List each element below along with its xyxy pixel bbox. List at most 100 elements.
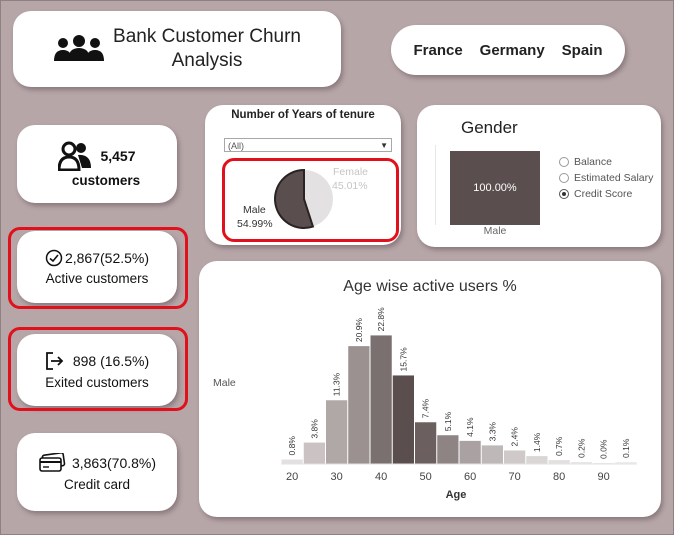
age-bar[interactable] xyxy=(437,435,459,464)
country-germany[interactable]: Germany xyxy=(479,41,545,59)
age-bar[interactable] xyxy=(548,460,570,464)
age-bar-data-label: 3.8% xyxy=(309,419,319,439)
people-group-icon xyxy=(54,35,105,61)
age-ticks: 20 30 40 50 60 70 80 90 xyxy=(286,471,610,483)
pie-slices xyxy=(274,168,333,229)
measure-radio-group: Balance Estimated Salary Credit Score xyxy=(559,154,653,202)
radio-label: Estimated Salary xyxy=(574,172,654,184)
country-filter-card: France Germany Spain xyxy=(391,25,625,75)
radio-label: Balance xyxy=(574,156,612,168)
tenure-filter-dropdown[interactable]: (All) ▼ xyxy=(224,138,392,152)
age-bar[interactable] xyxy=(526,456,548,464)
age-bar[interactable] xyxy=(615,462,637,464)
radio-estimated-salary[interactable]: Estimated Salary xyxy=(559,170,653,186)
age-bar-data-label: 11.3% xyxy=(332,372,342,396)
age-bar[interactable] xyxy=(504,450,526,464)
age-x-tick-label: 30 xyxy=(331,471,343,483)
pie-slice-female[interactable] xyxy=(304,170,333,227)
gender-card: Gender 100.00% Male Balance Estimated Sa… xyxy=(417,105,661,247)
kpi-customers-label: customers xyxy=(71,172,141,188)
age-x-tick-label: 90 xyxy=(598,471,610,483)
age-bar-data-label: 1.4% xyxy=(532,432,542,452)
kpi-credit-label: Credit card xyxy=(63,476,131,492)
age-bar[interactable] xyxy=(303,442,325,464)
tenure-filter-value: (All) xyxy=(228,141,244,151)
age-bar-data-label: 3.3% xyxy=(487,422,497,442)
age-bar[interactable] xyxy=(281,459,303,464)
radio-label: Credit Score xyxy=(574,188,633,200)
radio-credit-score[interactable]: Credit Score xyxy=(559,186,653,202)
age-bar[interactable] xyxy=(326,400,348,464)
age-bar-data-label: 2.4% xyxy=(510,427,520,447)
age-bar-data-label: 7.4% xyxy=(421,398,431,418)
age-bar[interactable] xyxy=(370,335,392,464)
age-bar[interactable] xyxy=(392,375,414,464)
pie-label-female: Female xyxy=(333,166,368,178)
pie-value-female: 45.01% xyxy=(332,180,368,192)
age-bar[interactable] xyxy=(570,462,592,464)
age-row-label: Male xyxy=(213,377,236,389)
kpi-customers-value: 5,457 xyxy=(100,147,136,164)
age-bar-data-label: 20.9% xyxy=(354,318,364,343)
radio-balance[interactable]: Balance xyxy=(559,154,653,170)
age-x-tick-label: 20 xyxy=(286,471,298,483)
age-bar-data-label: 22.8% xyxy=(376,307,386,332)
age-bar-data-label: 15.7% xyxy=(398,347,408,372)
gender-axis-label: Male xyxy=(483,225,507,237)
exit-icon xyxy=(45,351,64,370)
age-x-tick-label: 60 xyxy=(464,471,476,483)
age-x-tick-label: 50 xyxy=(420,471,432,483)
people-icon xyxy=(58,141,92,171)
age-bar[interactable] xyxy=(415,422,437,464)
pie-label-male: Male xyxy=(243,204,266,216)
age-bar-data-label: 0.8% xyxy=(287,436,297,456)
age-bar-data-label: 0.0% xyxy=(599,439,609,459)
radio-button-icon xyxy=(559,189,569,199)
radio-button-icon xyxy=(559,173,569,183)
country-spain[interactable]: Spain xyxy=(561,41,603,59)
pie-value-male: 54.99% xyxy=(237,218,273,230)
gender-axis-line xyxy=(435,145,436,225)
age-bar-data-label: 0.2% xyxy=(576,438,586,458)
age-chart-card: Age wise active users % Male 0.8% 3.8% 11.… xyxy=(199,261,661,517)
gender-tile: 100.00% xyxy=(450,151,540,225)
page-subtitle: Analysis xyxy=(171,50,243,71)
age-x-tick-label: 70 xyxy=(509,471,521,483)
age-x-axis-label: Age xyxy=(446,489,467,501)
kpi-exited-value: 898 (16.5%) xyxy=(72,352,150,369)
title-card: Bank Customer Churn Analysis xyxy=(13,11,341,87)
radio-button-icon xyxy=(559,157,569,167)
age-bar-data-label: 5.1% xyxy=(443,411,453,431)
radio-selected-dot xyxy=(562,192,566,196)
age-bar[interactable] xyxy=(348,346,370,464)
check-circle-icon xyxy=(45,249,63,266)
age-x-tick-label: 40 xyxy=(375,471,387,483)
country-france[interactable]: France xyxy=(413,41,463,59)
kpi-active-value: 2,867(52.5%) xyxy=(64,249,150,266)
kpi-active-label: Active customers xyxy=(45,270,149,286)
age-x-tick-label: 80 xyxy=(553,471,565,483)
kpi-exited-label: Exited customers xyxy=(45,374,149,390)
age-bar[interactable] xyxy=(481,445,503,464)
kpi-exited-card: 898 (16.5%) Exited customers xyxy=(17,334,177,406)
age-bars: 0.8% 3.8% 11.3% 20.9% 22.8% 15.7% 7.4% 5.1% 4.1%… xyxy=(281,307,637,464)
tenure-title: Number of Years of tenure xyxy=(231,109,375,121)
credit-card-icon xyxy=(39,452,66,472)
tenure-pie-chart: Male 54.99% Female 45.01% xyxy=(237,166,368,230)
age-bar-chart: 0.8% 3.8% 11.3% 20.9% 22.8% 15.7% 7.4% 5.1% 4.1%… xyxy=(281,307,637,501)
tenure-card: Number of Years of tenure (All) ▼ Male 5… xyxy=(205,105,401,245)
kpi-credit-card: 3,863(70.8%) Credit card xyxy=(17,433,177,511)
age-chart-title: Age wise active users % xyxy=(343,278,517,295)
page-title: Bank Customer Churn xyxy=(113,26,301,47)
age-bar[interactable] xyxy=(459,440,481,464)
kpi-credit-value: 3,863(70.8%) xyxy=(71,454,157,471)
age-bar-data-label: 0.1% xyxy=(621,438,631,458)
gender-tile-value: 100.00% xyxy=(473,182,517,194)
age-bar-data-label: 4.1% xyxy=(465,417,475,437)
kpi-customers-card: 5,457 customers xyxy=(17,125,177,203)
gender-title: Gender xyxy=(461,118,518,137)
chevron-down-icon: ▼ xyxy=(380,141,388,150)
pie-slice-male[interactable] xyxy=(274,168,315,229)
age-bar-data-label: 0.7% xyxy=(554,436,564,456)
